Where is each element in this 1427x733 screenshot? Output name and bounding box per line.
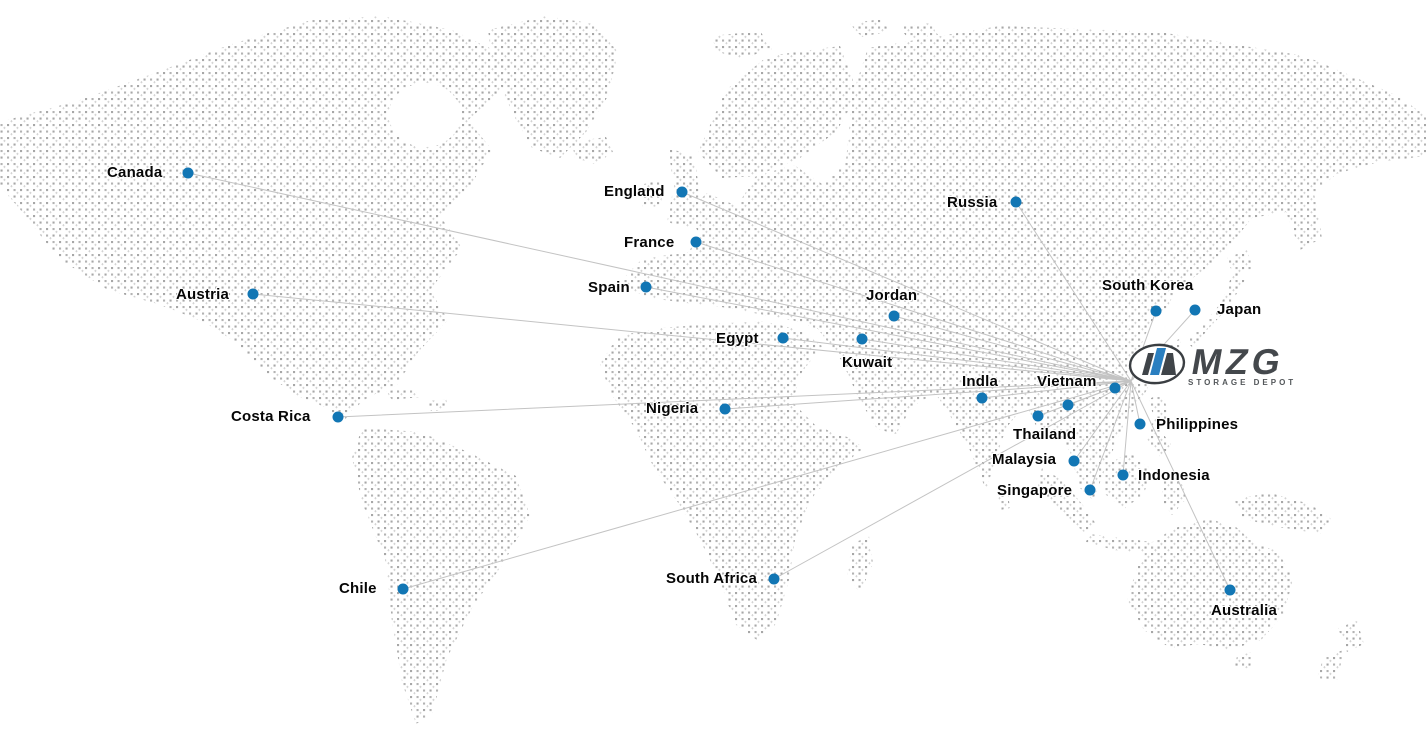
country-label-south-africa: South Africa (666, 570, 758, 587)
country-label-india: Indla (962, 373, 999, 390)
landmass-philippines (1147, 393, 1171, 458)
country-label-egypt: Egypt (716, 330, 759, 347)
landmass-eurasia (618, 26, 1426, 500)
landmass-sumatra (1038, 468, 1096, 533)
landmass-sri-lanka (998, 494, 1010, 510)
landmass-north-america (0, 16, 506, 424)
landmass-cuba (386, 389, 420, 400)
marker-nigeria (719, 403, 731, 415)
landmass-svalbard (712, 31, 772, 59)
country-label-south-korea: South Korea (1102, 277, 1194, 294)
marker-canada (182, 167, 194, 179)
country-label-indonesia: Indonesia (1138, 467, 1210, 484)
landmass-arctic-island-1 (850, 19, 890, 37)
landmass-arctic-island-2 (900, 23, 938, 39)
country-label-nigeria: Nigeria (646, 400, 699, 417)
country-label-kuwait: Kuwait (842, 354, 893, 371)
landmasses (0, 16, 1426, 724)
mzg-logo-subtext: STORAGE DEPOT (1188, 378, 1296, 387)
connection-lines (187, 172, 1231, 591)
landmass-new-zealand-south (1317, 650, 1344, 680)
landmass-australia (1127, 519, 1293, 650)
marker-south-africa (768, 573, 780, 585)
country-label-malaysia: Malaysia (992, 451, 1057, 468)
marker-jordan (888, 310, 900, 322)
marker-austria (247, 288, 259, 300)
landmass-new-zealand-north (1338, 621, 1364, 652)
landmass-tasmania (1235, 652, 1252, 669)
landmass-sulawesi (1161, 471, 1186, 515)
mzg-logo: MZG STORAGE DEPOT (1128, 339, 1296, 388)
marker-kuwait (856, 333, 868, 345)
landmass-south-america (352, 428, 530, 724)
marker-japan (1189, 304, 1201, 316)
landmass-scandinavia (698, 46, 858, 178)
country-label-chile: Chile (339, 580, 377, 597)
marker-malaysia (1068, 455, 1080, 467)
marker-hub (1109, 382, 1121, 394)
country-label-france: France (624, 234, 675, 251)
landmass-madagascar (847, 536, 873, 592)
country-label-spain: Spain (588, 279, 630, 296)
marker-india (976, 392, 988, 404)
marker-singapore (1084, 484, 1096, 496)
marker-spain (640, 281, 652, 293)
country-label-australia: Australia (1211, 602, 1277, 619)
landmass-new-guinea (1234, 493, 1331, 534)
marker-australia (1224, 584, 1236, 596)
country-label-vietnam: Vietnam (1037, 373, 1097, 390)
country-label-philippines: Philippines (1156, 416, 1239, 433)
marker-egypt (777, 332, 789, 344)
marker-costa-rica (332, 411, 344, 423)
country-label-singapore: Singapore (997, 482, 1073, 499)
landmass-africa (600, 321, 864, 640)
landmass-iceland (572, 137, 613, 164)
country-label-thailand: Thailand (1013, 426, 1077, 443)
landmass-hispaniola (428, 399, 449, 411)
marker-chile (397, 583, 409, 595)
marker-south-korea (1150, 305, 1162, 317)
marker-france (690, 236, 702, 248)
country-label-canada: Canada (107, 164, 163, 181)
country-markers (182, 167, 1236, 596)
landmass-japan (1186, 272, 1245, 349)
marker-indonesia (1117, 469, 1129, 481)
country-label-japan: Japan (1217, 301, 1262, 318)
marker-england (676, 186, 688, 198)
marker-philippines (1134, 418, 1146, 430)
landmass-java (1086, 534, 1164, 555)
country-label-costa-rica: Costa Rica (231, 408, 311, 425)
landmass-hokkaido (1227, 250, 1253, 277)
marker-russia (1010, 196, 1022, 208)
marker-thailand (1032, 410, 1044, 422)
marker-vietnam (1062, 399, 1074, 411)
country-label-jordan: Jordan (866, 287, 918, 304)
country-label-england: England (604, 183, 665, 200)
hudson-bay-water (389, 83, 461, 147)
country-label-russia: Russia (947, 194, 998, 211)
mzg-logo-m-icon (1142, 348, 1176, 375)
landmass-borneo (1105, 453, 1151, 509)
country-label-austria: Austria (176, 286, 230, 303)
landmass-ireland (642, 180, 663, 208)
landmass-greenland (488, 16, 618, 158)
mzg-logo-text: MZG (1189, 341, 1288, 382)
